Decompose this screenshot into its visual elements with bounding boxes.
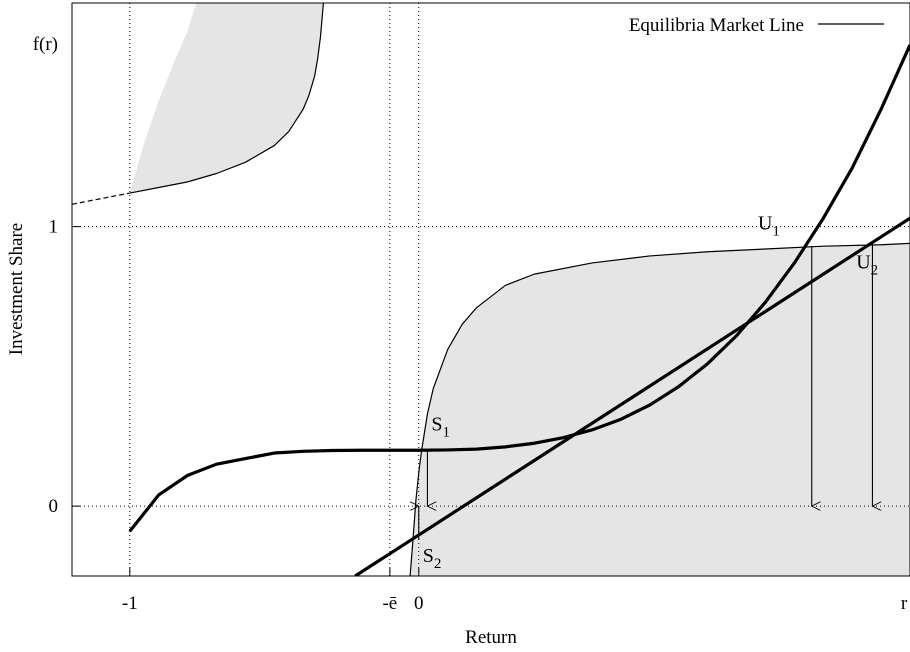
series-line-4 bbox=[129, 3, 324, 194]
annotation-subscript: 1 bbox=[772, 223, 780, 239]
shaded-regions bbox=[129, 3, 910, 576]
series-line-3 bbox=[409, 242, 910, 576]
x-axis-label: Return bbox=[465, 627, 517, 648]
shaded-region-lower-right bbox=[410, 243, 910, 576]
x-tick-label: 0 bbox=[414, 593, 424, 614]
annotation-main: U bbox=[758, 212, 773, 234]
x-tick-label: -ē bbox=[382, 593, 397, 614]
annotation-label: S1 bbox=[431, 414, 450, 441]
y-tick-label: 1 bbox=[49, 217, 59, 238]
legend: Equilibria Market Line bbox=[629, 15, 884, 36]
annotation-label: U1 bbox=[758, 212, 780, 239]
y-axis-label: Investment Share bbox=[6, 223, 27, 355]
y-tick-label: 0 bbox=[49, 496, 59, 517]
plot-frame bbox=[71, 2, 910, 577]
series-line-2 bbox=[128, 44, 910, 533]
arrows bbox=[419, 243, 873, 540]
y-tick-label: f(r) bbox=[33, 34, 58, 55]
annotation-label: U2 bbox=[856, 252, 878, 279]
legend-entry-label: Equilibria Market Line bbox=[629, 15, 804, 36]
axis-ticks: -1 -ē 0 r f(r) 1 0 bbox=[33, 34, 910, 614]
annotation-label: S2 bbox=[423, 545, 442, 572]
annotation-main: U bbox=[856, 252, 871, 274]
series-line-1 bbox=[354, 216, 910, 576]
series-lines bbox=[72, 3, 910, 576]
annotation-main: S bbox=[423, 545, 434, 567]
series-line-5 bbox=[72, 192, 130, 205]
annotation-subscript: 2 bbox=[434, 556, 442, 572]
x-tick-label: -1 bbox=[122, 593, 138, 614]
annotation-main: S bbox=[431, 414, 442, 436]
annotation-subscript: 2 bbox=[871, 263, 879, 279]
annotation-subscript: 1 bbox=[443, 425, 451, 441]
shaded-region-upper-left bbox=[129, 3, 324, 194]
x-tick-label: r bbox=[901, 593, 908, 614]
